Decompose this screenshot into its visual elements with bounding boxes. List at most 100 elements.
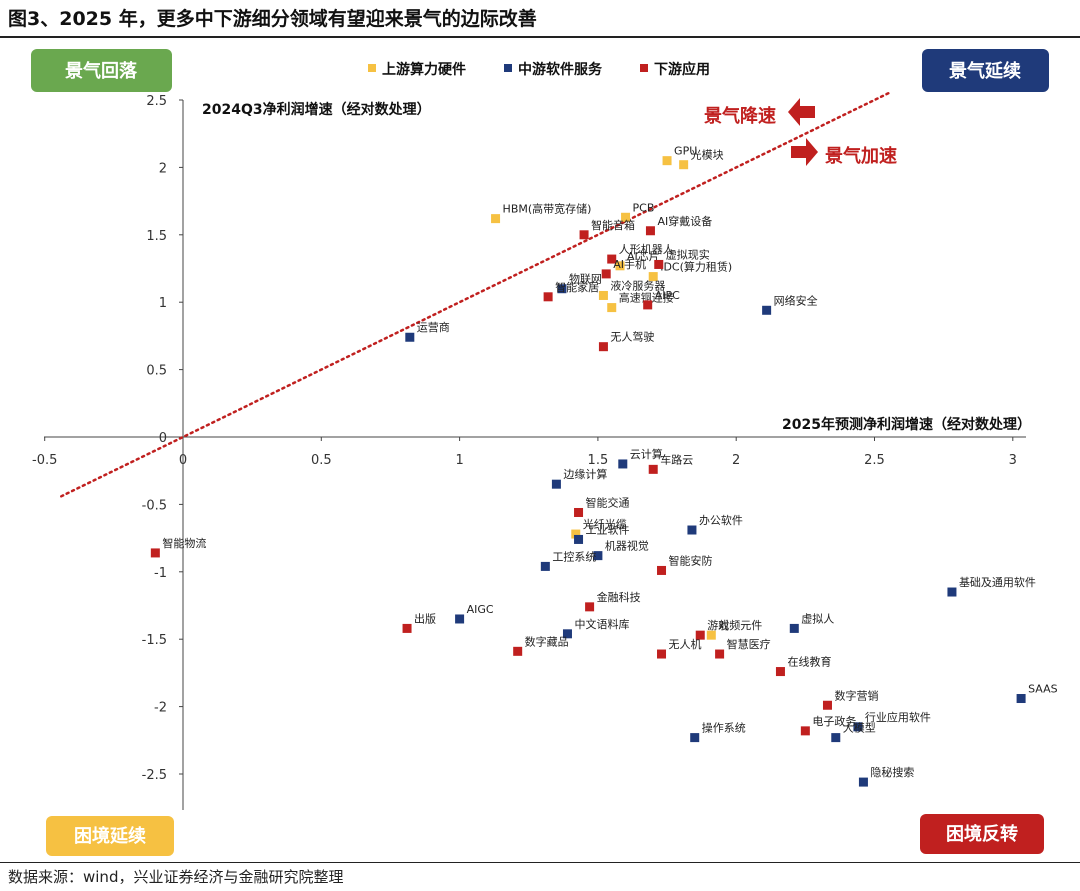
y-tick-label: 2.5: [146, 94, 167, 109]
data-point-label: 办公软件: [699, 513, 743, 527]
legend-swatch-midstream: [504, 64, 512, 72]
data-point-label: 智能音箱: [591, 218, 635, 232]
data-point-label: 金融科技: [597, 590, 641, 604]
x-tick-label: 2.5: [864, 453, 885, 468]
data-point: [571, 529, 581, 539]
data-point-label: IDC(算力租赁): [660, 260, 732, 274]
data-point-label: 虚拟人: [801, 611, 834, 625]
y-tick-label: 2: [159, 161, 167, 176]
data-point: [621, 212, 631, 222]
data-point: [775, 667, 785, 677]
y-tick-label: -2: [154, 701, 167, 716]
data-point-label: 出版: [414, 611, 436, 625]
data-point: [789, 623, 799, 633]
data-point-label: 基础及通用软件: [959, 575, 1036, 589]
quadrant-bottom-left-label: 困境延续: [74, 825, 146, 847]
accel-label: 景气加速: [825, 145, 897, 167]
data-point: [551, 479, 561, 489]
data-point: [657, 649, 667, 659]
data-point-label: 游戏: [707, 619, 729, 632]
decel-label: 景气降速: [704, 105, 776, 127]
data-point-label: 智能安防: [669, 553, 713, 567]
data-point: [574, 534, 584, 544]
data-point: [598, 342, 608, 352]
data-point-label: GPU: [674, 145, 697, 158]
x-tick-label: 0.5: [311, 453, 332, 468]
x-tick-label: 0: [179, 453, 187, 468]
data-point: [593, 551, 603, 561]
source-note: 数据来源：wind，兴业证券经济与金融研究院整理: [8, 868, 344, 886]
data-point-label: 机器视觉: [605, 539, 649, 553]
data-point: [405, 332, 415, 342]
data-point: [607, 303, 617, 313]
data-point-label: 数字藏品: [525, 634, 569, 648]
source-rule: [0, 862, 1080, 863]
data-point-label: 行业应用软件: [865, 710, 931, 724]
data-point-label: AIPC: [655, 289, 680, 302]
data-point-label: SAAS: [1028, 683, 1058, 696]
data-point-label: 光纤光缆: [583, 517, 627, 531]
x-tick-label: -0.5: [32, 453, 57, 468]
trend-line: [60, 92, 890, 498]
data-point: [853, 722, 863, 732]
data-point: [579, 230, 589, 240]
data-point-label: 高速铜连接: [619, 291, 674, 305]
data-point-label: 无人驾驶: [610, 330, 654, 344]
data-point-label: AI穿戴设备: [657, 214, 712, 228]
data-point: [657, 565, 667, 575]
data-point-label: 网络安全: [774, 293, 818, 307]
data-point: [601, 269, 611, 279]
data-point: [690, 733, 700, 743]
data-point: [648, 464, 658, 474]
x-tick-label: 3: [1009, 453, 1017, 468]
data-point: [1016, 694, 1026, 704]
data-point-label: 智能家居: [555, 280, 599, 294]
data-point: [618, 459, 628, 469]
data-point-label: 智能物流: [162, 536, 206, 550]
data-point: [831, 733, 841, 743]
data-point-label: 射频元件: [718, 618, 762, 632]
data-point-label: 大模型: [843, 721, 876, 735]
quadrant-bottom-left-box: [46, 816, 174, 856]
data-point-label: AIGC: [467, 603, 494, 616]
legend-label-midstream: 中游软件服务: [518, 61, 603, 78]
data-point-label: 液冷服务器: [610, 278, 665, 292]
decel-arrow-icon: [788, 98, 815, 126]
data-point: [150, 548, 160, 558]
x-tick-label: 2: [732, 453, 740, 468]
data-point: [643, 300, 653, 310]
y-tick-label: -2.5: [142, 768, 167, 783]
data-point: [800, 726, 810, 736]
data-point: [695, 630, 705, 640]
x-tick-label: 1.5: [588, 453, 609, 468]
data-point: [513, 646, 523, 656]
data-point: [648, 272, 658, 282]
data-point-label: 车路云: [660, 452, 693, 466]
data-point-label: HBM(高带宽存储): [503, 202, 592, 216]
data-point-label: 电子政务: [812, 714, 856, 728]
data-point-label: PCB: [633, 201, 655, 214]
data-point: [615, 261, 625, 271]
legend: 上游算力硬件 中游软件服务 下游应用: [368, 61, 710, 78]
data-point: [679, 160, 689, 170]
data-point-label: 无人机: [669, 637, 702, 651]
legend-label-downstream: 下游应用: [654, 61, 710, 78]
data-point-label: 操作系统: [702, 721, 746, 735]
legend-swatch-downstream: [640, 64, 648, 72]
y-tick-label: 1: [159, 296, 167, 311]
y-tick-label: -1.5: [142, 633, 167, 648]
x-axis-title: 2025年预测净利润增速（经对数处理）: [782, 416, 1031, 433]
data-point: [607, 254, 617, 264]
data-point: [654, 259, 664, 269]
data-point: [598, 290, 608, 300]
data-point: [715, 649, 725, 659]
data-point-label: 工控系统: [552, 549, 596, 563]
data-point: [822, 700, 832, 710]
data-point-label: 运营商: [417, 320, 450, 334]
data-point-label: 工业软件: [586, 522, 630, 536]
data-point: [762, 305, 772, 315]
data-point-label: 光模块: [691, 148, 724, 162]
data-point-label: 物联网: [569, 272, 602, 286]
